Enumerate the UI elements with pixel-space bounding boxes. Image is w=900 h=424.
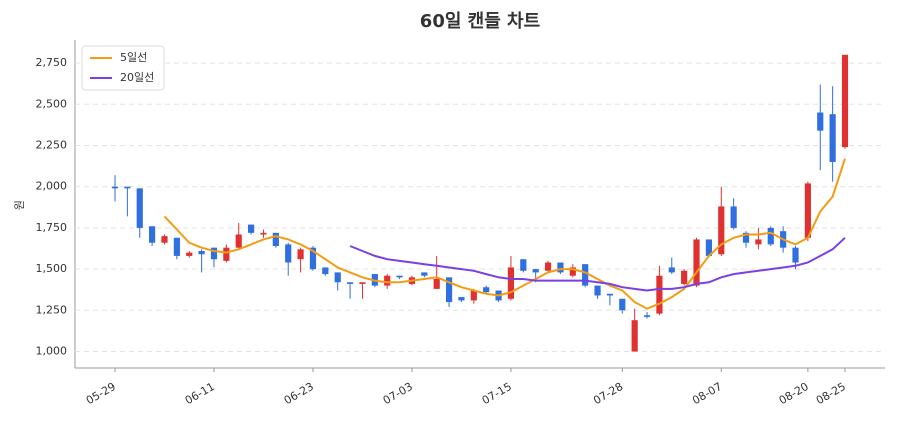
x-tick-label: 08-25 bbox=[814, 380, 848, 407]
candle-body bbox=[755, 239, 762, 245]
candle-body bbox=[186, 252, 193, 256]
candle-body bbox=[396, 275, 403, 278]
candle-body bbox=[421, 272, 428, 276]
candle-body bbox=[359, 282, 366, 284]
candle-body bbox=[532, 269, 539, 273]
x-tick-label: 06-11 bbox=[183, 380, 217, 407]
candle-body bbox=[223, 247, 230, 261]
candle-body bbox=[346, 282, 354, 284]
y-tick-label: 2,000 bbox=[36, 180, 68, 193]
candle-body bbox=[173, 237, 180, 256]
candle-body bbox=[767, 227, 774, 245]
candle-body bbox=[718, 206, 725, 255]
candle-body bbox=[681, 270, 688, 284]
candle-body bbox=[483, 287, 490, 293]
candle-body bbox=[656, 275, 663, 314]
candle-body bbox=[594, 285, 601, 296]
candle-body bbox=[334, 272, 341, 283]
x-tick-label: 08-20 bbox=[777, 380, 811, 407]
y-tick-label: 1,750 bbox=[36, 221, 68, 234]
x-tick-label: 05-29 bbox=[84, 380, 118, 407]
candle-body bbox=[235, 234, 242, 248]
candle-body bbox=[297, 249, 304, 260]
candle-body bbox=[458, 297, 465, 301]
candle-body bbox=[322, 267, 329, 275]
candle-body bbox=[384, 275, 391, 286]
y-tick-label: 1,000 bbox=[36, 345, 68, 358]
candle-body bbox=[730, 206, 737, 228]
candle-body bbox=[161, 236, 168, 243]
candle-body bbox=[643, 315, 651, 317]
candle-body bbox=[248, 224, 255, 233]
candle-body bbox=[210, 247, 218, 260]
candle-body bbox=[260, 232, 267, 235]
candle-body bbox=[445, 277, 453, 303]
y-tick-label: 2,250 bbox=[36, 138, 68, 151]
x-tick-label: 07-03 bbox=[381, 380, 415, 407]
chart-title: 60일 캔들 차트 bbox=[420, 11, 540, 32]
candle-body bbox=[631, 320, 638, 352]
candle-body bbox=[111, 186, 119, 189]
candle-body bbox=[569, 267, 576, 276]
candle-body bbox=[582, 264, 589, 286]
candle-body bbox=[804, 183, 811, 238]
ma-line bbox=[349, 237, 846, 292]
x-tick-label: 08-07 bbox=[690, 380, 724, 407]
y-axis-label: 원 bbox=[13, 200, 26, 210]
x-tick-label: 06-23 bbox=[282, 380, 316, 407]
x-tick-label: 07-15 bbox=[480, 380, 514, 407]
y-tick-label: 1,250 bbox=[36, 303, 68, 316]
y-tick-label: 2,750 bbox=[36, 56, 68, 69]
y-tick-label: 2,500 bbox=[36, 97, 68, 110]
candle-body bbox=[705, 239, 712, 256]
candle-body bbox=[433, 278, 440, 289]
y-tick-label: 1,500 bbox=[36, 262, 68, 275]
candle-body bbox=[544, 262, 552, 271]
x-tick-label: 07-28 bbox=[591, 380, 625, 407]
candle-body bbox=[285, 244, 292, 263]
candle-body bbox=[619, 298, 626, 311]
candle-body bbox=[149, 226, 156, 243]
ma-line bbox=[163, 158, 846, 310]
candle-body bbox=[124, 186, 131, 189]
candle-body bbox=[841, 54, 849, 148]
candle-body bbox=[470, 290, 477, 301]
candle-body bbox=[557, 262, 564, 273]
candle-body bbox=[520, 259, 527, 271]
candle-body bbox=[829, 114, 836, 162]
candle-body bbox=[693, 239, 700, 286]
candle-body bbox=[606, 293, 614, 296]
candle-body bbox=[792, 247, 799, 263]
candle-body bbox=[668, 267, 675, 273]
candle-body bbox=[742, 232, 750, 243]
candle-body bbox=[198, 250, 205, 255]
candle-body bbox=[136, 188, 143, 228]
candle-body bbox=[309, 247, 317, 270]
legend-label: 20일선 bbox=[120, 70, 154, 84]
candle-body bbox=[817, 112, 824, 131]
candle-body bbox=[507, 267, 515, 299]
legend-label: 5일선 bbox=[120, 50, 147, 64]
candle-body bbox=[272, 232, 279, 247]
